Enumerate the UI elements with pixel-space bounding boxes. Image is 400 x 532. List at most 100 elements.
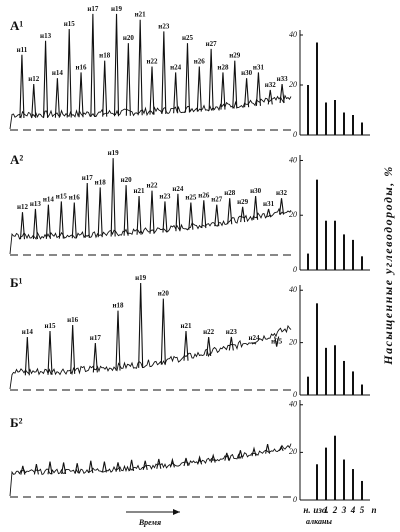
- bar: [361, 122, 363, 135]
- peak-label: н26: [194, 58, 206, 66]
- bar: [307, 253, 309, 270]
- peak: [123, 185, 129, 236]
- bar: [307, 376, 309, 395]
- peak: [188, 202, 194, 230]
- peak-label: н18: [95, 178, 107, 186]
- peak: [173, 72, 179, 114]
- peak-label: н19: [108, 149, 120, 157]
- bar: [361, 480, 363, 500]
- peak: [251, 342, 257, 345]
- peak-label: н23: [158, 22, 170, 30]
- bar: [316, 303, 318, 395]
- peak: [255, 72, 261, 106]
- peak: [138, 282, 144, 368]
- peak-label: н19: [111, 5, 123, 13]
- peak: [183, 330, 189, 361]
- peak-label: н31: [253, 63, 265, 71]
- bar: [343, 234, 345, 270]
- y-tick-label: 0: [293, 130, 297, 139]
- peak: [78, 72, 84, 118]
- peak: [278, 445, 284, 452]
- y-tick-label: 0: [293, 495, 297, 504]
- peak: [279, 83, 285, 104]
- peak-label: н14: [43, 196, 55, 204]
- peak: [115, 462, 121, 472]
- peak: [266, 208, 272, 218]
- peak: [33, 464, 39, 475]
- bar: [334, 100, 336, 135]
- peak-label: н14: [52, 69, 64, 77]
- panel-label: Б²: [10, 415, 23, 430]
- bar: [352, 239, 354, 270]
- peak-label: н22: [203, 328, 215, 336]
- y-tick-label: 0: [293, 390, 297, 399]
- peak: [228, 336, 234, 351]
- peak: [149, 66, 155, 115]
- peak: [160, 298, 166, 365]
- peak: [47, 461, 53, 475]
- bar: [334, 345, 336, 395]
- bar: [352, 469, 354, 500]
- x-tick-label: 5: [360, 505, 365, 515]
- trace: [9, 443, 292, 497]
- peak: [197, 455, 203, 465]
- peak: [169, 457, 175, 468]
- peak: [196, 66, 202, 112]
- peak-label: н15: [56, 192, 68, 200]
- peak-label: н20: [121, 176, 133, 184]
- peak: [137, 19, 143, 116]
- peak-label: н21: [135, 11, 147, 19]
- bar: [334, 220, 336, 270]
- peak: [19, 212, 26, 240]
- peak: [102, 60, 108, 117]
- peak: [125, 43, 131, 116]
- peak-label: н17: [82, 174, 94, 182]
- peak-label: н24: [248, 334, 260, 342]
- peak-label: н31: [263, 200, 275, 208]
- peak-label: н15: [64, 20, 76, 28]
- peak-label: н27: [206, 40, 218, 48]
- peak-label: н28: [224, 189, 236, 197]
- bar: [325, 220, 327, 270]
- bar: [325, 347, 327, 395]
- peak-label: н25: [182, 34, 194, 42]
- bar: [307, 85, 309, 135]
- peak: [70, 324, 76, 374]
- peak: [237, 450, 243, 459]
- peak-label: н14: [22, 328, 34, 336]
- peak: [220, 72, 226, 110]
- peak: [24, 336, 30, 376]
- bar: [343, 459, 345, 500]
- panel-label: А²: [10, 152, 23, 167]
- peak: [278, 198, 285, 215]
- peak: [97, 187, 103, 238]
- peak-label: н30: [250, 187, 262, 195]
- peak-label: н22: [146, 58, 158, 66]
- peak: [183, 457, 189, 467]
- y-tick-label: 40: [289, 400, 297, 409]
- peak-label: н20: [158, 290, 170, 298]
- peak: [232, 60, 238, 109]
- peak: [156, 458, 162, 469]
- peak: [43, 40, 49, 118]
- peak: [90, 13, 96, 117]
- peak-label: н16: [67, 316, 79, 324]
- x-tick-label: н.: [303, 505, 310, 515]
- peak: [267, 89, 273, 105]
- x-tick-label: 2: [332, 505, 338, 515]
- peak-label: н20: [123, 34, 135, 42]
- peak: [47, 330, 53, 375]
- y-tick-label: 40: [289, 155, 297, 164]
- y-tick-label: 40: [289, 30, 297, 39]
- peak: [58, 201, 64, 239]
- peak: [224, 452, 230, 461]
- peak-label: н21: [134, 187, 146, 195]
- peak: [149, 190, 155, 234]
- bar: [325, 102, 327, 135]
- peak: [115, 310, 121, 371]
- peak: [227, 198, 233, 225]
- bar: [352, 115, 354, 135]
- peak: [129, 459, 135, 471]
- peak-label: н18: [99, 52, 111, 60]
- trace: [9, 94, 292, 130]
